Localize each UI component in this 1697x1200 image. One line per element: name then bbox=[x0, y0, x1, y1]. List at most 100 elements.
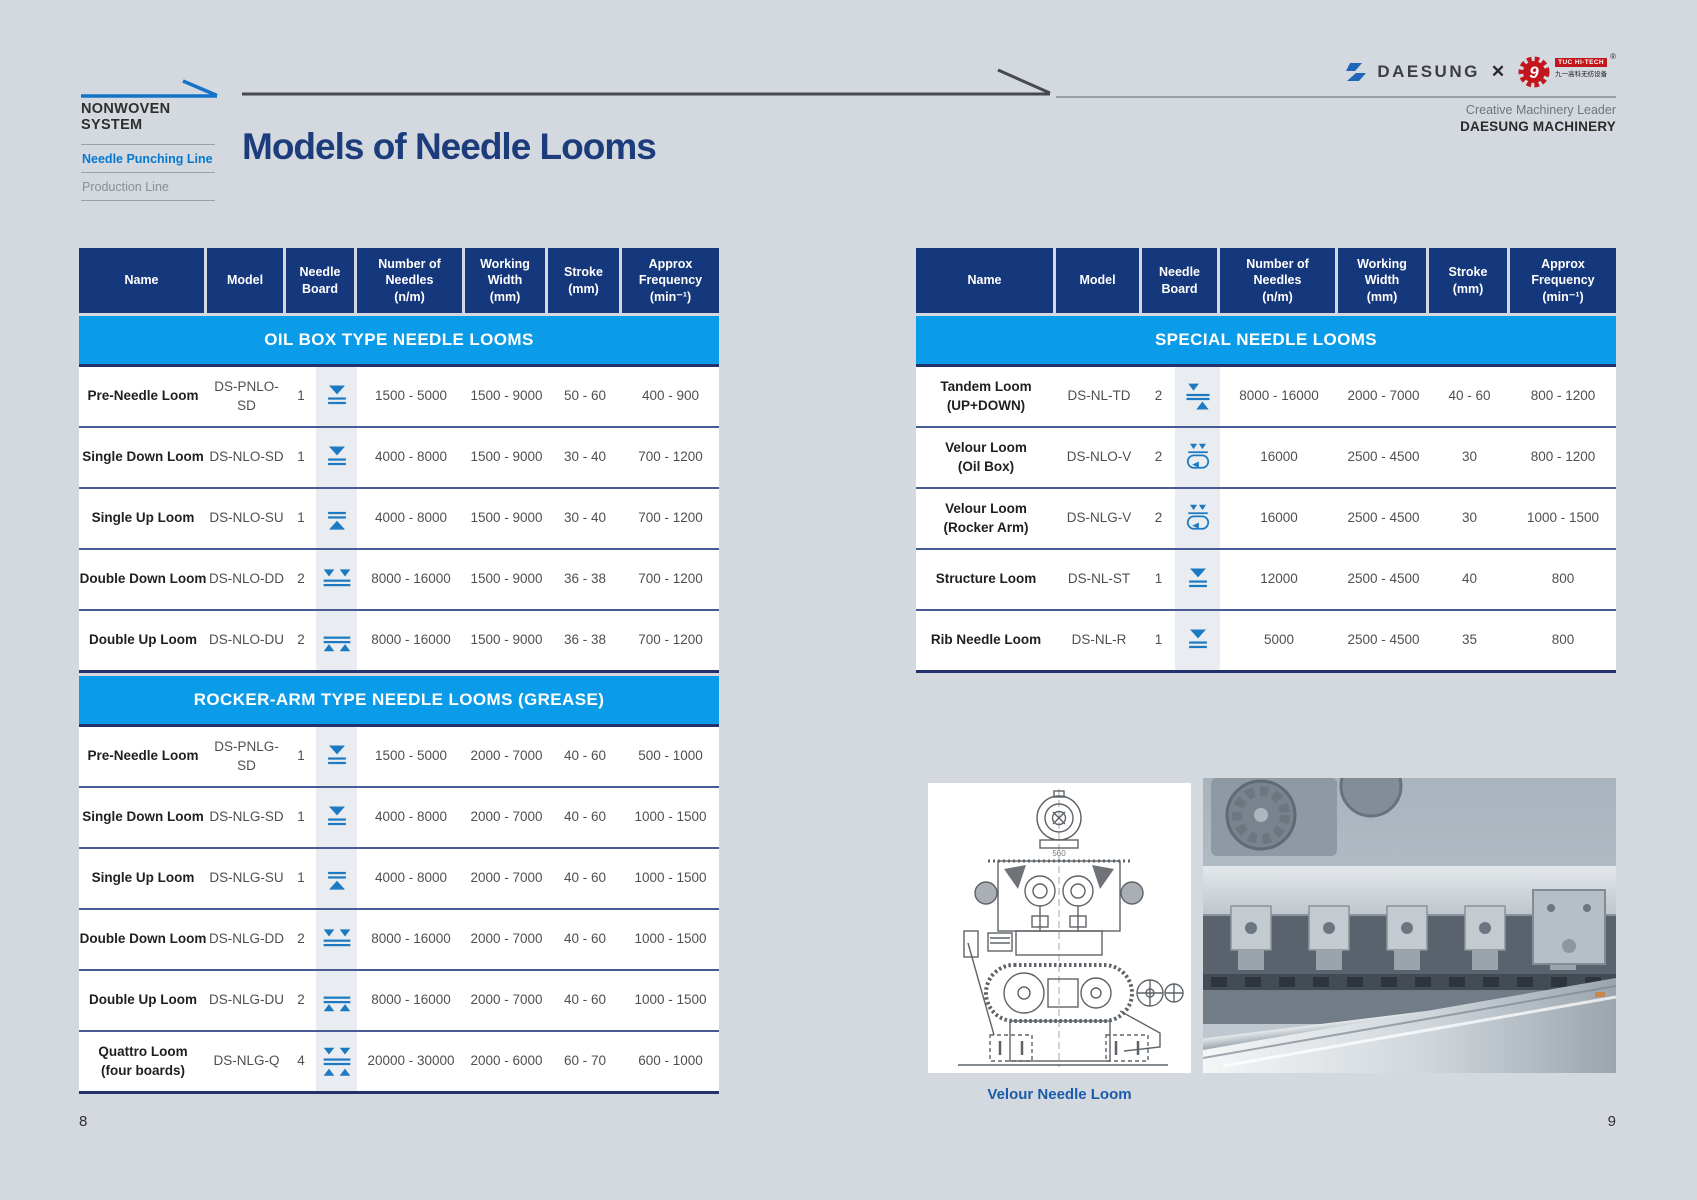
double-down-icon bbox=[323, 928, 350, 946]
board-count-cell: 2 bbox=[1154, 510, 1163, 526]
needles-cell: 12000 bbox=[1260, 571, 1298, 587]
header-rule-line bbox=[242, 68, 1051, 96]
partner-logo: 9 TUC HI-TECH 九一高科无纺设备 ® bbox=[1516, 52, 1616, 90]
loom-name-cell: Double Up Loom bbox=[89, 992, 197, 1008]
column-header: Approx Frequency (min⁻¹) bbox=[1510, 248, 1616, 313]
table-row: Single Down Loom DS-NLO-SD 1 4000 - 8000 150… bbox=[79, 426, 719, 487]
page-title: Models of Needle Looms bbox=[242, 126, 657, 167]
needles-cell: 4000 - 8000 bbox=[374, 510, 448, 526]
board-icon-cell bbox=[316, 550, 357, 609]
board-count-cell: 2 bbox=[297, 571, 305, 587]
width-cell: 2000 - 7000 bbox=[470, 748, 543, 764]
model-cell: DS-NL-R bbox=[1071, 632, 1127, 648]
section-title: ROCKER-ARM TYPE NEEDLE LOOMS (GREASE) bbox=[79, 676, 719, 724]
stroke-cell: 40 - 60 bbox=[563, 809, 607, 825]
frequency-cell: 700 - 1200 bbox=[638, 571, 703, 587]
needle-loom-table-left: Name Model Needle Board Number of Needles (n/m… bbox=[79, 248, 719, 1094]
frequency-cell: 800 bbox=[1551, 632, 1575, 648]
frequency-cell: 700 - 1200 bbox=[638, 632, 703, 648]
column-header: Name bbox=[916, 248, 1056, 313]
table-row: Double Down Loom DS-NLO-DD 2 8000 - 16000 15… bbox=[79, 548, 719, 609]
frequency-cell: 700 - 1200 bbox=[638, 510, 703, 526]
side-menu: Needle Punching Line Production Line bbox=[81, 144, 215, 201]
velour-icon bbox=[1186, 443, 1209, 469]
single-down-icon bbox=[327, 744, 346, 764]
needles-cell: 8000 - 16000 bbox=[1239, 388, 1319, 404]
stroke-cell: 40 - 60 bbox=[563, 931, 607, 947]
needles-cell: 4000 - 8000 bbox=[374, 449, 448, 465]
width-cell: 2000 - 7000 bbox=[470, 931, 543, 947]
single-down-icon bbox=[327, 445, 346, 465]
stroke-cell: 30 - 40 bbox=[563, 449, 607, 465]
board-icon-cell bbox=[316, 910, 357, 969]
frequency-cell: 400 - 900 bbox=[641, 388, 700, 404]
board-icon-cell bbox=[316, 367, 357, 426]
width-cell: 2000 - 7000 bbox=[470, 992, 543, 1008]
velour-loom-technical-drawing: 560 bbox=[928, 783, 1191, 1073]
single-down-icon bbox=[327, 384, 346, 404]
stroke-cell: 30 - 40 bbox=[563, 510, 607, 526]
needles-cell: 16000 bbox=[1260, 449, 1298, 465]
double-up-icon bbox=[323, 996, 350, 1011]
frequency-cell: 600 - 1000 bbox=[638, 1053, 703, 1069]
stroke-cell: 30 bbox=[1461, 449, 1478, 465]
board-count-cell: 1 bbox=[297, 809, 305, 825]
partner-badge-chinese: 九一高科无纺设备 bbox=[1555, 71, 1608, 78]
width-cell: 2000 - 7000 bbox=[470, 870, 543, 886]
partner-badge: TUC HI-TECH 九一高科无纺设备 bbox=[1555, 58, 1608, 78]
model-cell: DS-NLO-DU bbox=[208, 632, 284, 648]
table-row: Pre-Needle Loom DS-PNLO-SD 1 1500 - 5000 150… bbox=[79, 367, 719, 426]
model-cell: DS-NL-TD bbox=[1067, 388, 1131, 404]
blue-accent-line bbox=[81, 79, 218, 98]
board-icon-cell bbox=[316, 849, 357, 908]
table-row: Single Down Loom DS-NLG-SD 1 4000 - 8000 200… bbox=[79, 786, 719, 847]
stroke-cell: 40 - 60 bbox=[1448, 388, 1491, 404]
model-cell: DS-PNLO-SD bbox=[214, 379, 279, 413]
board-count-cell: 1 bbox=[297, 449, 305, 465]
model-cell: DS-NL-ST bbox=[1067, 571, 1131, 587]
stroke-cell: 35 bbox=[1461, 632, 1478, 648]
needle-loom-table-right: Name Model Needle Board Number of Needles (n/m… bbox=[916, 248, 1616, 673]
loom-name-cell: Single Down Loom bbox=[82, 809, 204, 825]
board-count-cell: 4 bbox=[297, 1053, 305, 1069]
company-tagline: Creative Machinery Leader bbox=[1465, 103, 1616, 117]
stroke-cell: 40 - 60 bbox=[563, 748, 607, 764]
loom-name-cell: Structure Loom bbox=[935, 571, 1037, 587]
model-cell: DS-NLG-V bbox=[1066, 510, 1132, 526]
single-down-icon bbox=[1188, 567, 1207, 587]
quattro-icon bbox=[323, 1047, 350, 1076]
single-down-icon bbox=[1188, 628, 1207, 648]
brand-row: DAESUNG ✕ 9 TUC HI-TECH 九一高科无纺设备 ® bbox=[1300, 52, 1616, 91]
loom-name-cell: Rib Needle Loom bbox=[930, 632, 1042, 648]
column-header: Needle Board bbox=[286, 248, 357, 313]
column-header: Approx Frequency (min⁻¹) bbox=[622, 248, 719, 313]
column-header: Model bbox=[1056, 248, 1142, 313]
tandem-icon bbox=[1185, 383, 1210, 409]
section-title: SPECIAL NEEDLE LOOMS bbox=[916, 316, 1616, 364]
board-count-cell: 2 bbox=[297, 931, 305, 947]
loom-name-cell: Single Up Loom bbox=[91, 510, 195, 526]
width-cell: 2000 - 7000 bbox=[1347, 388, 1420, 404]
width-cell: 2000 - 7000 bbox=[470, 809, 543, 825]
column-header: Working Width (mm) bbox=[465, 248, 548, 313]
stroke-cell: 40 - 60 bbox=[563, 870, 607, 886]
board-icon-cell bbox=[1175, 367, 1220, 426]
needles-cell: 8000 - 16000 bbox=[371, 992, 451, 1008]
board-icon-cell bbox=[316, 611, 357, 670]
loom-name-cell: Double Down Loom bbox=[79, 931, 207, 947]
menu-item-production-line: Production Line bbox=[81, 173, 215, 201]
drawing-dimension-label: 560 bbox=[1052, 849, 1066, 858]
loom-name-cell: Pre-Needle Loom bbox=[87, 748, 199, 764]
partner-badge-name: TUC HI-TECH bbox=[1555, 58, 1608, 67]
needles-cell: 4000 - 8000 bbox=[374, 809, 448, 825]
table-body: Pre-Needle Loom DS-PNLO-SD 1 1500 - 5000 150… bbox=[79, 364, 719, 673]
needles-cell: 1500 - 5000 bbox=[374, 388, 448, 404]
stroke-cell: 60 - 70 bbox=[563, 1053, 607, 1069]
needles-cell: 4000 - 8000 bbox=[374, 870, 448, 886]
model-cell: DS-NLG-DD bbox=[208, 931, 284, 947]
table-row: Rib Needle Loom DS-NL-R 1 5000 2500 - 4500 35… bbox=[916, 609, 1616, 670]
needles-cell: 8000 - 16000 bbox=[371, 571, 451, 587]
needles-cell: 5000 bbox=[1263, 632, 1295, 648]
company-name: DAESUNG MACHINERY bbox=[1460, 119, 1616, 134]
column-header: Number of Needles (n/m) bbox=[1220, 248, 1338, 313]
